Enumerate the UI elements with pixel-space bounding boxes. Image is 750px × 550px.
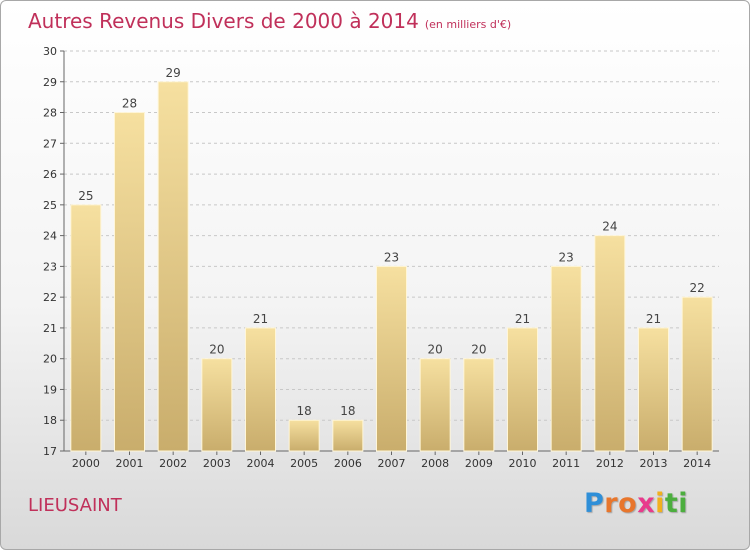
x-tick-label: 2003 (203, 457, 231, 470)
proxiti-logo: Proxiti (584, 488, 688, 519)
x-tick-label: 2007 (378, 457, 406, 470)
bar (114, 112, 145, 452)
bar-value-label: 21 (646, 312, 661, 326)
x-tick-label: 2001 (116, 457, 144, 470)
value-labels: 25 28 29 20 21 18 18 23 20 20 21 23 24 21 22 (78, 66, 705, 418)
y-tick-label: 22 (43, 291, 57, 304)
x-tick-label: 2010 (509, 457, 537, 470)
bar-value-label: 18 (297, 404, 312, 418)
bar (376, 265, 407, 452)
x-tick-label: 2012 (596, 457, 624, 470)
y-tick-label: 26 (43, 168, 57, 181)
bar (70, 204, 102, 452)
bar (332, 419, 364, 452)
y-tick-label: 27 (43, 137, 57, 150)
bar (157, 81, 189, 452)
bar-value-label: 20 (471, 343, 486, 357)
logo-letter: P (584, 488, 605, 519)
y-tick-label: 24 (43, 230, 57, 243)
bar (419, 358, 451, 452)
bar-value-label: 22 (690, 281, 705, 295)
bar (288, 419, 320, 452)
logo-letter: i (678, 488, 689, 519)
y-tick-label: 28 (43, 107, 57, 120)
bar-value-label: 25 (78, 189, 93, 203)
bar-value-label: 24 (602, 220, 617, 234)
bar (245, 327, 276, 452)
bar-value-label: 21 (253, 312, 268, 326)
title-block: Autres Revenus Divers de 2000 à 2014 (en … (28, 9, 511, 33)
y-tick-label: 21 (43, 322, 57, 335)
x-tick-label: 2009 (465, 457, 493, 470)
y-tick-label: 23 (43, 260, 57, 273)
bar (201, 358, 233, 452)
x-tick-label: 2014 (683, 457, 711, 470)
bar (550, 265, 582, 452)
logo-letter: r (604, 488, 619, 519)
bar (463, 358, 495, 452)
x-tick-label: 2008 (421, 457, 449, 470)
logo-letter: t (664, 488, 679, 519)
x-tick-label: 2000 (72, 457, 100, 470)
bar (638, 327, 669, 452)
bar (681, 296, 713, 452)
chart-title: Autres Revenus Divers de 2000 à 2014 (28, 9, 419, 33)
x-tick-label: 2013 (640, 457, 668, 470)
y-tick-label: 30 (43, 45, 57, 58)
bar-value-label: 28 (122, 97, 137, 111)
y-tick-label: 29 (43, 76, 57, 89)
y-tick-label: 25 (43, 199, 57, 212)
x-tick-label: 2005 (290, 457, 318, 470)
y-tick-label: 18 (43, 414, 57, 427)
bar-value-label: 18 (340, 404, 355, 418)
bar (507, 327, 538, 452)
bar-value-label: 29 (166, 66, 181, 80)
logo-letter: i (655, 488, 665, 519)
x-tick-labels: 2000 2001 2002 2003 2004 2005 2006 2007 2008 2009… (72, 457, 711, 470)
y-tick-label: 20 (43, 353, 57, 366)
bar-value-label: 23 (559, 250, 574, 264)
bar-value-label: 23 (384, 250, 399, 264)
logo-letter: o (618, 488, 638, 519)
y-tick-label: 17 (43, 445, 57, 458)
y-tick-label: 19 (43, 383, 57, 396)
bar-value-label: 20 (209, 343, 224, 357)
bar-value-label: 21 (515, 312, 530, 326)
chart-subtitle: (en milliers d'€) (424, 18, 512, 31)
x-tick-label: 2004 (247, 457, 275, 470)
x-tick-label: 2002 (159, 457, 187, 470)
bars (70, 81, 713, 452)
y-tick-labels: 17 18 19 20 21 22 23 24 25 26 27 28 29 30 (43, 45, 57, 458)
location-label: LIEUSAINT (28, 495, 122, 516)
bar (594, 235, 626, 452)
logo-letter: x (637, 488, 656, 519)
x-tick-label: 2011 (552, 457, 580, 470)
x-tick-label: 2006 (334, 457, 362, 470)
bar-value-label: 20 (428, 343, 443, 357)
